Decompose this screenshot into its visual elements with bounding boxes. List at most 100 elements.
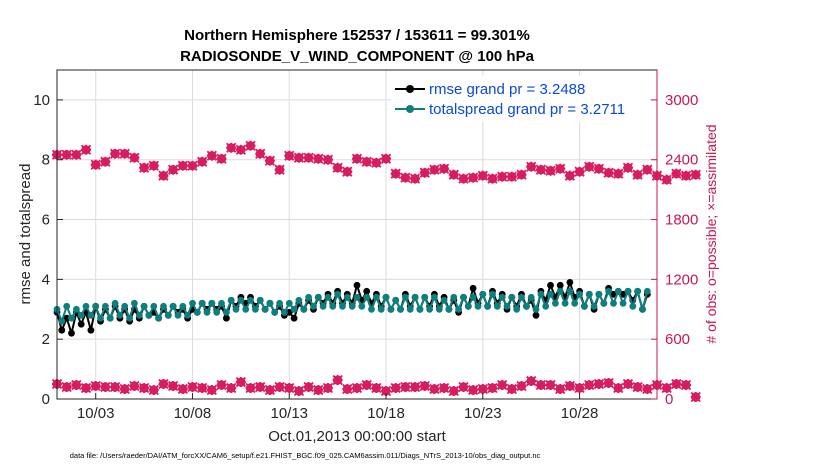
data-point: [542, 302, 550, 310]
obs-assimilated-marker: [409, 173, 421, 184]
data-point: [58, 326, 66, 334]
obs-assimilated-marker: [448, 169, 459, 180]
obs-assimilated-marker: [303, 152, 314, 163]
data-point: [518, 293, 525, 301]
obs-assimilated-marker: [438, 382, 450, 394]
data-point: [469, 284, 477, 292]
obs-assimilated-marker: [438, 163, 450, 174]
data-point: [363, 287, 371, 295]
obs-assimilated-marker: [564, 170, 576, 181]
left-y-tick-label: 6: [42, 212, 50, 229]
data-point: [576, 290, 583, 298]
data-point: [266, 299, 274, 307]
data-point: [605, 287, 612, 295]
x-axis-label: Oct.01,2013 00:00:00 start: [268, 428, 446, 445]
obs-assimilated-marker: [477, 170, 488, 181]
data-point: [619, 299, 627, 307]
left-y-axis-label: rmse and totalspread: [17, 164, 34, 305]
data-point: [247, 296, 254, 304]
obs-assimilated-marker: [197, 382, 208, 394]
right-y-tick-label: 0: [665, 391, 673, 408]
obs-assimilated-marker: [477, 383, 488, 395]
data-point: [348, 302, 356, 310]
data-point: [87, 311, 95, 319]
obs-assimilated-marker: [129, 152, 140, 163]
series-1: [53, 287, 651, 325]
obs-assimilated-marker: [361, 156, 372, 167]
obs-assimilated-marker: [138, 382, 150, 394]
obs-assimilated-marker: [274, 381, 285, 393]
data-point: [503, 302, 511, 310]
obs-assimilated-marker: [206, 384, 217, 396]
obs-assimilated-marker: [255, 148, 266, 159]
data-point: [508, 293, 516, 301]
obs-assimilated-marker: [80, 144, 92, 155]
data-point: [402, 293, 409, 301]
obs-assimilated-marker: [593, 163, 605, 174]
data-point: [406, 305, 414, 313]
obs-assimilated-marker: [264, 384, 276, 396]
data-point: [513, 305, 521, 313]
data-point: [106, 314, 114, 322]
obs-assimilated-marker: [584, 379, 595, 391]
data-point: [377, 305, 385, 313]
data-point: [276, 299, 283, 307]
obs-assimilated-marker: [400, 381, 411, 393]
data-file-footnote: data file: /Users/raeder/DAI/ATM_forcXX/…: [70, 451, 541, 460]
data-point: [547, 281, 554, 289]
left-y-tick-label: 2: [42, 331, 50, 348]
data-point: [164, 311, 172, 319]
obs-assimilated-marker: [216, 379, 227, 391]
obs-assimilated-marker: [274, 164, 285, 175]
data-point: [174, 311, 182, 319]
obs-assimilated-marker: [342, 166, 353, 177]
obs-assimilated-marker: [603, 377, 614, 389]
obs-assimilated-marker: [158, 378, 169, 390]
obs-assimilated-marker: [535, 164, 547, 175]
legend-totalspread-label: totalspread grand pr = 3.2711: [429, 101, 625, 118]
data-point: [92, 302, 100, 310]
data-point: [363, 293, 371, 301]
legend: rmse grand pr = 3.2488 totalspread grand…: [391, 76, 650, 122]
data-point: [256, 296, 264, 304]
data-point: [281, 308, 288, 316]
obs-assimilated-marker: [322, 154, 334, 165]
obs-assimilated-marker: [226, 142, 237, 153]
obs-assimilated-marker: [119, 383, 130, 395]
obs-assimilated-marker: [313, 153, 324, 164]
series-3: [51, 140, 701, 185]
obs-assimilated-marker: [197, 156, 208, 167]
data-point: [121, 302, 129, 310]
obs-assimilated-marker: [622, 162, 634, 173]
data-point: [426, 305, 433, 313]
obs-assimilated-marker: [187, 160, 198, 171]
data-point: [353, 281, 361, 289]
obs-assimilated-marker: [690, 391, 701, 403]
obs-assimilated-marker: [80, 382, 92, 394]
data-point: [532, 311, 540, 319]
obs-assimilated-marker: [555, 163, 566, 174]
data-point: [131, 299, 138, 307]
data-point: [77, 320, 85, 328]
data-point: [169, 302, 177, 310]
obs-assimilated-marker: [613, 382, 624, 394]
data-point: [445, 305, 453, 313]
data-point: [198, 299, 206, 307]
data-point: [629, 302, 637, 310]
obs-assimilated-marker: [313, 384, 324, 396]
data-point: [532, 305, 540, 313]
obs-assimilated-marker: [516, 380, 527, 392]
obs-assimilated-marker: [429, 383, 440, 395]
data-point: [590, 302, 598, 310]
obs-assimilated-marker: [613, 168, 624, 179]
obs-assimilated-marker: [467, 172, 479, 183]
data-point: [285, 299, 293, 307]
obs-assimilated-marker: [255, 381, 266, 393]
obs-assimilated-marker: [632, 381, 643, 393]
legend-totalspread-marker: [406, 105, 414, 113]
obs-assimilated-marker: [603, 167, 614, 178]
obs-assimilated-marker: [671, 168, 682, 179]
obs-assimilated-marker: [109, 381, 121, 393]
legend-rmse-label: rmse grand pr = 3.2488: [429, 81, 585, 98]
left-y-tick-label: 10: [33, 92, 50, 109]
